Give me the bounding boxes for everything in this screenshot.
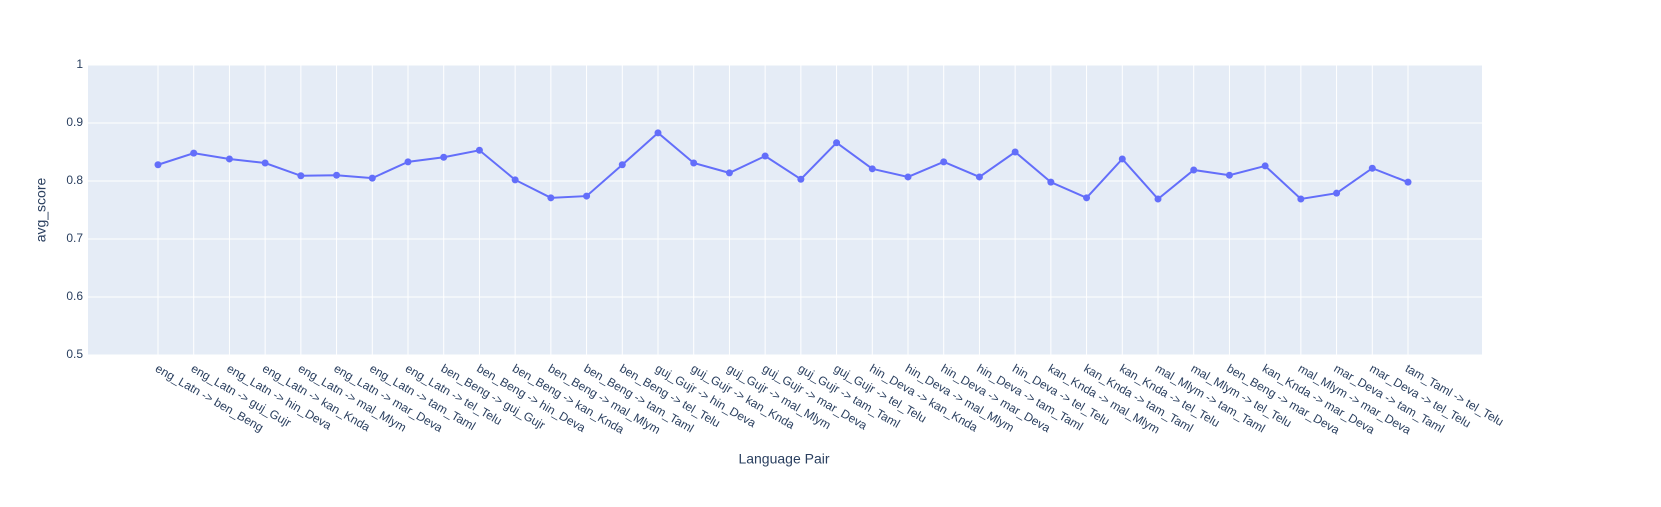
point (1118, 155, 1126, 163)
y-tick-label: 0.6 (66, 289, 83, 303)
point (654, 129, 662, 137)
y-axis-title: avg_score (33, 177, 49, 242)
point (975, 173, 983, 181)
point (797, 175, 805, 183)
y-tick-label: 0.7 (66, 231, 83, 245)
point (1333, 189, 1341, 197)
point (618, 161, 626, 169)
point (297, 172, 305, 180)
point (1011, 148, 1019, 156)
y-tick-label: 0.9 (66, 115, 83, 129)
point (440, 153, 448, 161)
point (1225, 171, 1233, 179)
point (1190, 166, 1198, 174)
plot-area (88, 65, 1482, 355)
y-tick-label: 1 (76, 57, 83, 71)
point (1047, 178, 1055, 186)
point (1261, 162, 1269, 170)
point (833, 139, 841, 147)
y-tick-label: 0.8 (66, 173, 83, 187)
point (1083, 194, 1091, 202)
point (333, 171, 341, 179)
point (154, 161, 162, 169)
point (1368, 164, 1376, 172)
point (404, 158, 412, 166)
x-axis-title: Language Pair (738, 451, 829, 467)
point (261, 159, 269, 167)
point (725, 169, 733, 177)
point (868, 165, 876, 173)
point (1297, 195, 1305, 203)
point (761, 152, 769, 160)
point (904, 173, 912, 181)
point (690, 159, 698, 167)
y-tick-label: 0.5 (66, 347, 83, 361)
point (511, 176, 519, 184)
point (225, 155, 233, 163)
point (475, 146, 483, 154)
point (940, 158, 948, 166)
point (1404, 178, 1412, 186)
point (368, 174, 376, 182)
point (1154, 195, 1162, 203)
point (547, 194, 555, 202)
line (157, 131, 1409, 201)
point (583, 192, 591, 200)
point (190, 149, 198, 157)
